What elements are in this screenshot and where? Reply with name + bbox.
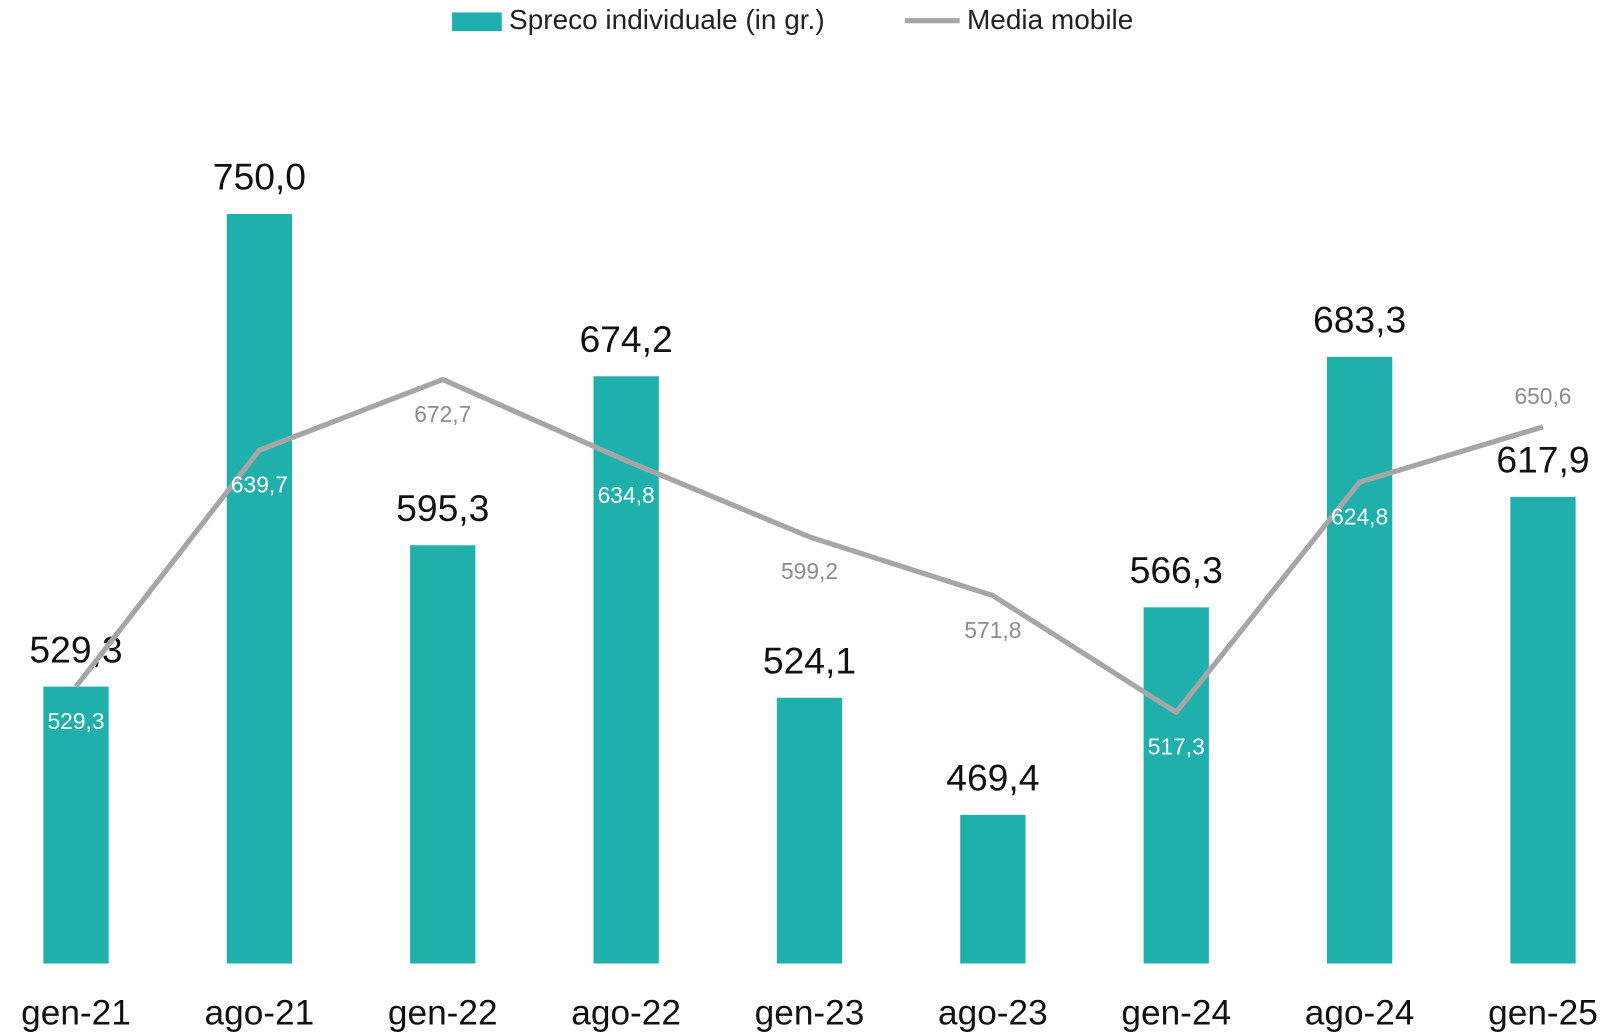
bar-value-label: 595,3 <box>396 487 489 529</box>
x-tick-label: ago-23 <box>938 994 1048 1033</box>
legend-label: Media mobile <box>967 4 1133 35</box>
legend-swatch <box>452 12 502 32</box>
bar-value-label: 617,9 <box>1496 439 1589 481</box>
line-value-label: 599,2 <box>781 558 838 584</box>
line-value-label: 529,3 <box>48 708 105 734</box>
x-tick-label: gen-23 <box>755 994 865 1033</box>
x-tick-label: gen-22 <box>388 994 498 1033</box>
line-value-label: 624,8 <box>1331 503 1388 529</box>
line-value-label: 650,6 <box>1514 383 1571 409</box>
bar <box>776 697 843 964</box>
bar <box>960 814 1026 964</box>
line-value-label: 571,8 <box>964 617 1021 643</box>
x-tick-label: gen-24 <box>1121 994 1231 1033</box>
bar <box>410 545 476 964</box>
bar <box>1326 356 1393 964</box>
bar <box>1143 607 1209 964</box>
bar-value-label: 469,4 <box>946 757 1039 799</box>
bar <box>43 686 109 964</box>
line-value-label: 634,8 <box>598 482 655 508</box>
bar-value-label: 683,3 <box>1313 298 1406 340</box>
bar <box>226 213 293 964</box>
x-tick-label: ago-24 <box>1305 994 1415 1033</box>
bar <box>593 376 659 964</box>
legend-label: Spreco individuale (in gr.) <box>509 4 825 35</box>
x-tick-label: gen-21 <box>21 994 131 1033</box>
bar-value-label: 529,3 <box>29 628 122 670</box>
line-value-label: 672,7 <box>414 401 471 427</box>
bar-value-label: 524,1 <box>763 639 856 681</box>
bar-value-label: 750,0 <box>213 156 306 198</box>
x-tick-label: gen-25 <box>1488 994 1598 1033</box>
x-tick-label: ago-22 <box>571 994 681 1033</box>
line <box>73 376 1544 715</box>
x-tick-label: ago-21 <box>205 994 315 1033</box>
bar-value-label: 566,3 <box>1130 549 1223 591</box>
line-value-label: 639,7 <box>231 471 288 497</box>
line-value-label: 517,3 <box>1148 734 1205 760</box>
bar <box>1510 496 1576 964</box>
bar-value-label: 674,2 <box>579 318 672 360</box>
